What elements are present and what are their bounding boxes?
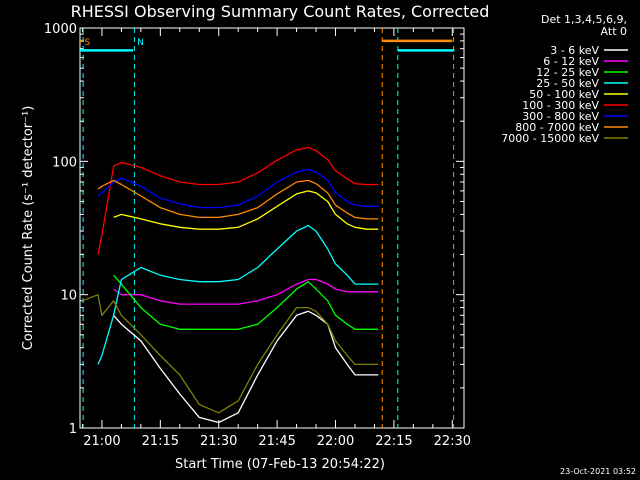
x-tick-label: 21:45: [258, 434, 295, 449]
legend-entry-label: 3 - 6 keV: [550, 44, 599, 57]
legend-header: Att 0: [601, 25, 627, 38]
legend-entry-label: 800 - 7000 keV: [515, 121, 599, 134]
chart-title: RHESSI Observing Summary Count Rates, Co…: [71, 2, 490, 21]
x-tick-label: 21:15: [142, 434, 179, 449]
plot-frame: [79, 27, 465, 429]
legend-entry-label: 100 - 300 keV: [522, 99, 599, 112]
series-line-3-6-keV: [113, 310, 379, 424]
y-tick-label: 1: [69, 422, 77, 437]
series-line-300-800-keV: [97, 168, 379, 209]
series-lines: [82, 146, 379, 424]
x-tick-label: 22:15: [375, 434, 412, 449]
x-tick-label: 21:30: [200, 434, 237, 449]
x-tick-label: 22:30: [434, 434, 471, 449]
legend-header: Det 1,3,4,5,6,9,: [541, 13, 627, 26]
legend-entry-label: 12 - 25 keV: [536, 66, 599, 79]
x-tick-label: 22:00: [317, 434, 354, 449]
y-axis-label: Corrected Count Rate (s⁻¹ detector⁻¹): [21, 106, 36, 351]
axis-ticks: [80, 27, 464, 429]
legend-entry-label: 7000 - 15000 keV: [501, 132, 599, 145]
series-line-25-50-keV: [97, 224, 379, 365]
flag-marker-label: N: [137, 38, 144, 48]
legend-entry-label: 25 - 50 keV: [536, 77, 599, 90]
x-tick-labels: 21:00 21:15 21:30 21:45 22:00 22:15 22:30: [83, 434, 471, 449]
series-line-7000-15000-keV: [82, 294, 379, 414]
series-line-50-100-keV: [113, 190, 379, 230]
series-line-100-300-keV: [97, 146, 379, 255]
legend-entry-label: 6 - 12 keV: [543, 55, 599, 68]
series-line-6-12-keV: [113, 278, 379, 305]
y-tick-label: 100: [52, 155, 77, 170]
legend-entry-label: 50 - 100 keV: [529, 88, 599, 101]
timestamp-label: 23-Oct-2021 03:52: [560, 467, 636, 476]
y-tick-labels: 1 10 100 1000: [44, 22, 77, 437]
x-tick-label: 21:00: [83, 434, 120, 449]
flag-vertical-lines: [82, 28, 455, 428]
flag-marker-label: S: [85, 38, 91, 48]
series-line-800-7000-keV: [97, 179, 379, 220]
legend-entry-label: 300 - 800 keV: [522, 110, 599, 123]
x-axis-label: Start Time (07-Feb-13 20:54:22): [175, 457, 385, 472]
series-line-12-25-keV: [113, 274, 379, 330]
y-tick-label: 10: [60, 289, 77, 304]
y-tick-label: 1000: [44, 22, 77, 37]
